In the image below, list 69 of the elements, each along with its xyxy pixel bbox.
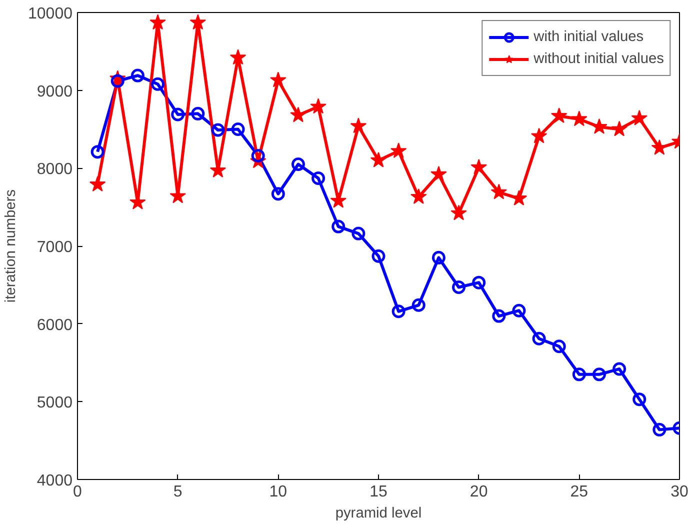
x-tick-label: 10 [269,484,288,500]
point [291,158,305,172]
point [512,304,526,318]
point [530,128,548,144]
x-tick-label: 0 [73,484,82,500]
y-axis-title: iteration numbers [3,189,20,303]
point [432,250,446,264]
point [171,108,185,122]
point [492,309,506,323]
x-tick-label: 20 [470,484,488,500]
x-tick-label: 5 [173,484,182,500]
point [271,187,285,201]
point [352,226,366,240]
point [392,304,406,318]
point [572,368,586,382]
point [592,368,606,382]
point [370,152,387,168]
point [452,280,466,294]
point [230,49,246,65]
point [470,158,487,174]
point [632,392,646,406]
point [372,249,386,263]
point [490,184,508,200]
point [410,188,427,204]
y-tick-label: 9000 [36,83,73,100]
point [450,204,467,220]
point [631,110,648,126]
point [652,422,666,436]
point [231,122,245,136]
point [412,298,426,312]
point [571,110,588,126]
point [290,106,306,122]
point [251,148,265,162]
point [270,72,286,88]
point [390,142,407,158]
point [350,118,367,134]
x-tick-label: 25 [570,484,588,500]
point [310,98,326,114]
y-tick-label: 10000 [28,6,73,22]
point [472,276,486,290]
legend-label: without initial values [534,51,664,67]
point [612,362,626,376]
y-tick-label: 7000 [36,239,73,256]
point [430,166,447,182]
point [330,192,346,208]
y-tick-label: 6000 [36,316,73,334]
point [151,77,165,91]
point [190,14,206,30]
point [89,176,106,192]
x-tick-label: 15 [370,484,388,500]
point [332,220,346,234]
point [130,68,144,82]
y-tick-label: 8000 [36,161,73,178]
point [550,108,568,123]
point [611,120,628,136]
x-tick-label: 30 [670,484,688,500]
point [591,118,608,134]
point [150,14,166,30]
x-axis-title: pyramid level [335,506,422,522]
y-tick-label: 5000 [36,394,73,412]
point [90,145,104,159]
point [110,74,124,88]
point [312,172,326,186]
point [191,106,205,120]
point [552,340,566,354]
y-tick-label: 4000 [36,472,73,490]
legend-label: with initial values [534,29,644,45]
point [532,332,546,346]
point [211,123,225,137]
